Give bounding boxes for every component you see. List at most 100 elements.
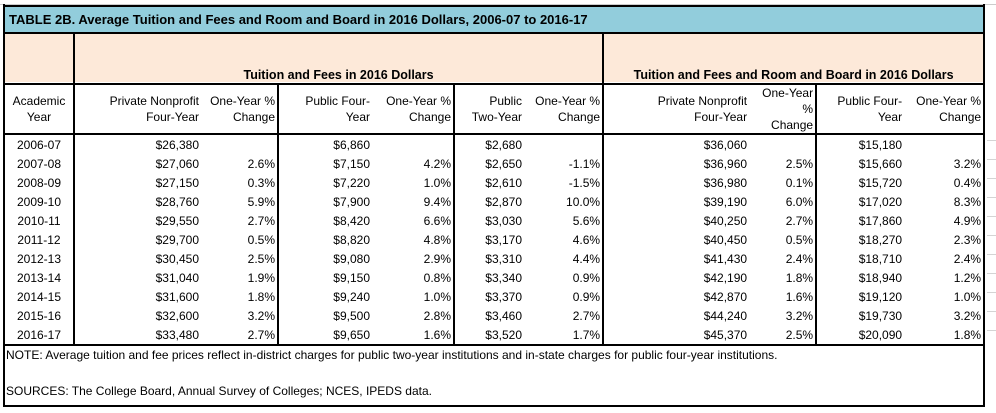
table-cell[interactable]: $3,170	[453, 230, 524, 249]
table-cell[interactable]: $3,520	[453, 325, 524, 346]
table-cell[interactable]: 0.5%	[247, 232, 275, 247]
table-cell[interactable]: 2.7%	[247, 213, 275, 228]
table-cell[interactable]: $9,080	[277, 249, 372, 268]
table-cell[interactable]: 6.6%	[423, 213, 451, 228]
table-cell[interactable]	[524, 134, 603, 154]
table-cell[interactable]: 0.8%	[423, 270, 451, 285]
table-cell[interactable]: 3.2%	[785, 308, 814, 323]
table-cell[interactable]: $36,980	[602, 173, 750, 192]
table-cell[interactable]: 5.9%	[247, 194, 275, 209]
table-cell[interactable]: 1.0%	[423, 175, 451, 190]
table-cell[interactable]: $39,190	[602, 192, 750, 211]
table-cell[interactable]: 2.9%	[423, 251, 451, 266]
table-cell[interactable]: 4.2%	[423, 156, 451, 171]
table-cell[interactable]: 2012-13	[16, 251, 62, 266]
table-cell[interactable]: 8.3%	[953, 194, 982, 209]
table-cell[interactable]: $44,240	[602, 306, 750, 325]
table-cell[interactable]: $26,380	[73, 134, 201, 154]
table-cell[interactable]: 0.3%	[247, 175, 275, 190]
table-cell[interactable]: 1.7%	[524, 325, 604, 346]
table-cell[interactable]: 2015-16	[16, 308, 62, 323]
table-cell[interactable]: $2,650	[453, 154, 524, 173]
table-cell[interactable]: $27,060	[73, 154, 201, 173]
table-cell[interactable]: -1.1%	[568, 156, 601, 171]
table-cell[interactable]: $30,450	[73, 249, 201, 268]
table-cell[interactable]: 1.2%	[953, 270, 982, 285]
table-cell[interactable]: $3,460	[453, 306, 524, 325]
table-cell[interactable]: 6.0%	[785, 194, 814, 209]
table-cell[interactable]: $9,240	[277, 287, 372, 306]
table-cell[interactable]: $2,870	[453, 192, 524, 211]
table-cell[interactable]: 2010-11	[17, 213, 61, 228]
table-cell[interactable]: $27,150	[73, 173, 201, 192]
table-cell[interactable]: $17,860	[815, 211, 905, 230]
table-cell[interactable]: -1.5%	[568, 175, 601, 190]
table-cell[interactable]: 10.0%	[566, 194, 601, 209]
table-cell[interactable]: $36,960	[602, 154, 750, 173]
table-cell[interactable]: 1.8%	[785, 270, 814, 285]
table-cell[interactable]: 0.4%	[953, 175, 982, 190]
table-cell[interactable]: $20,090	[815, 325, 905, 346]
table-cell[interactable]: $3,370	[453, 287, 524, 306]
table-cell[interactable]: 2006-07	[16, 137, 62, 152]
table-cell[interactable]: $2,680	[453, 134, 524, 154]
table-cell[interactable]: $28,760	[73, 192, 201, 211]
table-cell[interactable]: 2.5%	[749, 325, 817, 346]
table-cell[interactable]: 9.4%	[423, 194, 451, 209]
table-cell[interactable]: $42,870	[602, 287, 750, 306]
table-cell[interactable]: 1.6%	[372, 325, 454, 346]
table-cell[interactable]: $3,310	[453, 249, 524, 268]
table-cell[interactable]: 3.2%	[247, 308, 275, 323]
table-cell[interactable]: 2.4%	[785, 251, 814, 266]
table-cell[interactable]: 2011-12	[17, 232, 61, 247]
table-cell[interactable]: $18,710	[815, 249, 905, 268]
table-cell[interactable]: 4.6%	[572, 232, 601, 247]
table-cell[interactable]: $9,500	[277, 306, 372, 325]
table-cell[interactable]: $7,900	[277, 192, 372, 211]
table-cell[interactable]: $15,660	[815, 154, 905, 173]
table-cell[interactable]: $2,610	[453, 173, 524, 192]
table-cell[interactable]: $18,270	[815, 230, 905, 249]
table-cell[interactable]: $7,150	[277, 154, 372, 173]
table-cell[interactable]: 2.8%	[423, 308, 451, 323]
table-cell[interactable]: $40,450	[602, 230, 750, 249]
table-cell[interactable]: 2.7%	[785, 213, 814, 228]
table-cell[interactable]: $9,150	[277, 268, 372, 287]
table-cell[interactable]: $31,600	[73, 287, 201, 306]
table-cell[interactable]: 2.5%	[247, 251, 275, 266]
table-cell[interactable]: 1.8%	[247, 289, 275, 304]
table-cell[interactable]: $3,030	[453, 211, 524, 230]
table-cell[interactable]: $42,190	[602, 268, 750, 287]
table-cell[interactable]: $19,120	[815, 287, 905, 306]
table-cell[interactable]: $18,940	[815, 268, 905, 287]
table-cell[interactable]	[904, 134, 983, 154]
table-cell[interactable]: 3.2%	[953, 156, 982, 171]
table-cell[interactable]: 2.4%	[953, 251, 982, 266]
table-cell[interactable]: $9,650	[277, 325, 372, 346]
table-cell[interactable]: 0.9%	[572, 270, 601, 285]
table-cell[interactable]: $31,040	[73, 268, 201, 287]
table-cell[interactable]: 2.3%	[953, 232, 982, 247]
table-cell[interactable]: 4.9%	[953, 213, 982, 228]
table-cell[interactable]: $45,370	[602, 325, 750, 346]
table-cell[interactable]: 1.0%	[953, 289, 982, 304]
table-cell[interactable]: 0.5%	[785, 232, 814, 247]
table-cell[interactable]: $36,060	[602, 134, 750, 154]
table-cell[interactable]: $8,820	[277, 230, 372, 249]
table-cell[interactable]: 4.4%	[572, 251, 601, 266]
table-cell[interactable]: 2009-10	[16, 194, 62, 209]
table-cell[interactable]: $40,250	[602, 211, 750, 230]
table-cell[interactable]	[749, 134, 816, 154]
table-cell[interactable]: $19,730	[815, 306, 905, 325]
table-cell[interactable]: $3,340	[453, 268, 524, 287]
table-cell[interactable]: $15,180	[815, 134, 905, 154]
table-cell[interactable]: $41,430	[602, 249, 750, 268]
table-cell[interactable]: 0.1%	[785, 175, 814, 190]
table-cell[interactable]: $29,550	[73, 211, 201, 230]
table-cell[interactable]: 3.2%	[953, 308, 982, 323]
table-cell[interactable]: 2008-09	[16, 175, 62, 190]
table-cell[interactable]: 2014-15	[16, 289, 62, 304]
table-cell[interactable]: 2.5%	[785, 156, 814, 171]
table-cell[interactable]: 0.9%	[572, 289, 601, 304]
table-cell[interactable]	[201, 134, 278, 154]
